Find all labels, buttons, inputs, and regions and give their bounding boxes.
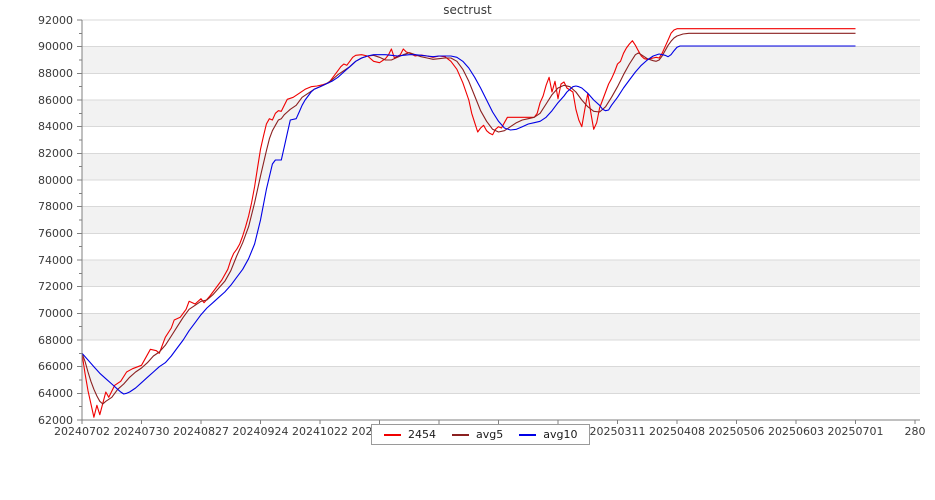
y-tick-label: 64000 — [38, 386, 73, 400]
y-tick-label: 78000 — [38, 200, 73, 214]
legend-item-avg5: avg5 — [452, 428, 503, 441]
plot-band — [82, 153, 920, 180]
legend-label-avg5: avg5 — [476, 428, 504, 441]
x-tick-label: 20250311 — [589, 425, 646, 438]
legend-line-sample-2454 — [384, 433, 401, 436]
x-tick-label: 20250408 — [649, 425, 705, 438]
plot-band — [82, 313, 920, 340]
y-tick-label: 86000 — [38, 93, 73, 107]
legend-label-avg10: avg10 — [543, 428, 578, 441]
plot-band — [82, 206, 920, 234]
series-line-avg10 — [81, 45, 856, 395]
x-tick-label: 20240730 — [113, 425, 170, 438]
x-tick-label: 20250506 — [708, 425, 765, 438]
x-tick-label: 20240924 — [232, 425, 289, 438]
legend-item-2454: 2454 — [384, 428, 436, 441]
y-tick-label: 88000 — [38, 66, 73, 80]
y-tick-label: 72000 — [38, 280, 73, 294]
x-tick-label: 280 — [904, 425, 926, 438]
y-tick-label: 66000 — [38, 360, 73, 374]
x-tick-label: 20250603 — [768, 425, 824, 438]
legend-line-sample-avg10 — [519, 433, 537, 436]
plot-band — [82, 46, 920, 74]
y-tick-label: 92000 — [38, 13, 73, 27]
y-tick-label: 68000 — [38, 333, 73, 347]
plot-band — [82, 100, 920, 127]
legend-label-2454: 2454 — [408, 428, 436, 441]
y-tick-label: 80000 — [38, 173, 73, 187]
legend-item-avg10: avg10 — [519, 428, 577, 441]
plot-band — [82, 366, 920, 394]
legend: 2454 avg5 avg10 — [371, 424, 591, 445]
y-tick-label: 62000 — [38, 413, 73, 427]
series-line-avg5 — [81, 32, 856, 405]
x-tick-label: 20241022 — [292, 425, 348, 438]
x-tick-label: 20240702 — [54, 425, 110, 438]
y-tick-label: 70000 — [38, 306, 73, 320]
legend-line-sample-avg5 — [452, 433, 469, 436]
y-tick-label: 90000 — [38, 40, 73, 54]
y-tick-label: 76000 — [38, 226, 73, 240]
x-tick-label: 20240827 — [173, 425, 229, 438]
y-tick-label: 74000 — [38, 253, 73, 267]
y-tick-label: 82000 — [38, 146, 73, 160]
chart-title: sectrust — [443, 3, 492, 17]
plot-band — [82, 260, 920, 287]
x-tick-label: 20250701 — [827, 425, 884, 438]
series-line-2454 — [81, 28, 856, 418]
y-tick-label: 84000 — [38, 120, 73, 134]
